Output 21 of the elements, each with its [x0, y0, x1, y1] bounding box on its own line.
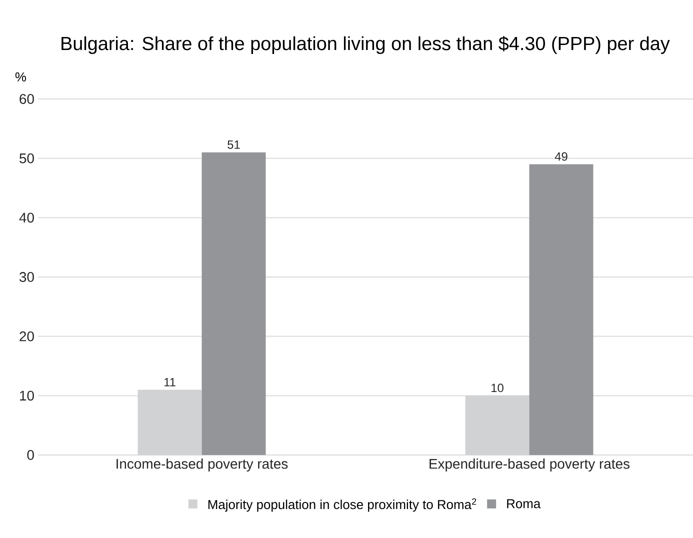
- legend-label: Roma: [507, 499, 541, 508]
- data-label: 10: [492, 384, 504, 392]
- data-label: 11: [164, 378, 176, 386]
- data-label: 49: [554, 152, 568, 161]
- y-tick-label: 40: [19, 212, 34, 223]
- y-tick-label: 10: [20, 390, 34, 401]
- bar: [529, 164, 594, 455]
- chart-title: Bulgaria: Share of the population living on less than $4.30 (PPP) per day: [62, 36, 670, 54]
- bar: [465, 396, 530, 455]
- x-tick-label: Income-based poverty rates: [116, 458, 288, 472]
- legend-label: Majority population in close proximity to Roma$^{2}$: [208, 498, 476, 512]
- y-tick-label: 0: [27, 450, 34, 460]
- y-axis-title: %: [15, 72, 26, 82]
- y-tick-label: 30: [19, 272, 34, 282]
- y-tick-label: 60: [20, 94, 34, 104]
- y-tick-label: 50: [20, 153, 34, 164]
- bar: [202, 152, 266, 455]
- bar: [138, 390, 202, 455]
- x-tick-label: Expenditure-based poverty rates: [430, 458, 630, 472]
- y-tick-label: 20: [20, 331, 34, 342]
- data-label: 51: [228, 140, 240, 149]
